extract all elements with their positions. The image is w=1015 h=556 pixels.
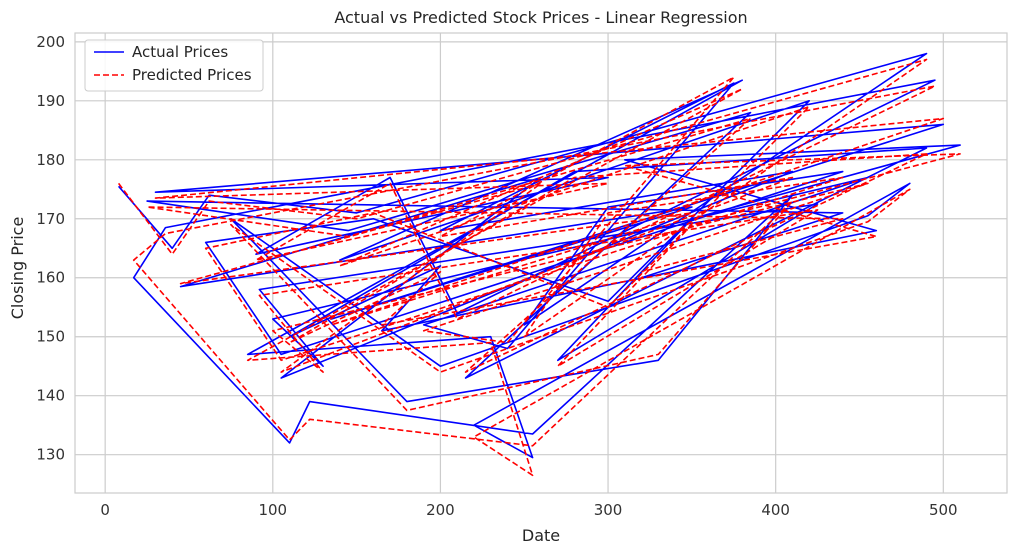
y-tick-label: 190 [36, 92, 65, 110]
plot-frame [74, 32, 1008, 494]
x-tick-label: 500 [929, 501, 958, 519]
x-tick-label: 100 [258, 501, 287, 519]
legend-box [84, 39, 264, 92]
y-tick-label: 130 [36, 446, 65, 464]
y-tick-label: 150 [36, 328, 65, 346]
x-tick-label: 200 [426, 501, 455, 519]
y-tick-label: 200 [36, 33, 65, 51]
y-tick-label: 180 [36, 151, 65, 169]
x-axis-label: Date [522, 526, 560, 545]
x-tick-label: 400 [761, 501, 790, 519]
tick-labels: 0 100 200 300 400 500 130 140 150 160 170 180 190 200 [36, 33, 957, 519]
x-tick-label: 300 [594, 501, 623, 519]
y-axis-label: Closing Price [8, 217, 27, 320]
legend-label-actual: Actual Prices [132, 43, 228, 61]
chart-title: Actual vs Predicted Stock Prices - Linea… [334, 8, 747, 27]
x-tick-label: 0 [100, 501, 110, 519]
y-tick-label: 160 [36, 269, 65, 287]
legend: Actual Prices Predicted Prices [84, 39, 264, 92]
series-lines [117, 52, 961, 477]
legend-label-predicted: Predicted Prices [132, 66, 252, 84]
y-tick-label: 140 [36, 387, 65, 405]
series-line-predicted [117, 58, 961, 477]
axes-frame [74, 32, 1008, 494]
series-line-actual [117, 52, 961, 459]
y-tick-label: 170 [36, 210, 65, 228]
